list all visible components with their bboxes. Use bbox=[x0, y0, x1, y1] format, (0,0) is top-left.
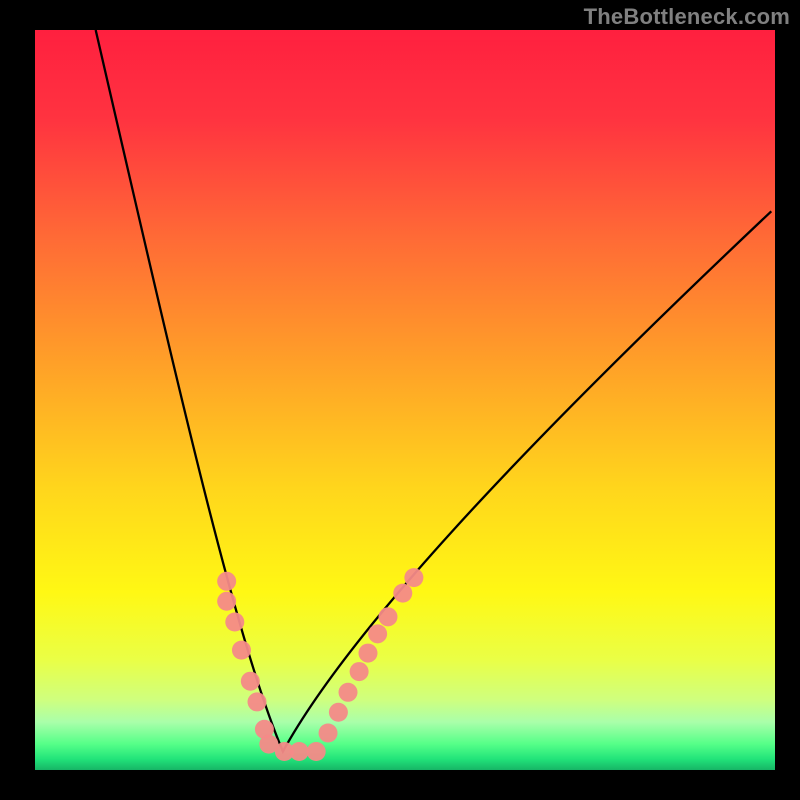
curve-marker bbox=[378, 607, 397, 626]
curve-marker bbox=[217, 572, 236, 591]
curve-marker bbox=[339, 683, 358, 702]
chart-canvas: TheBottleneck.com bbox=[0, 0, 800, 800]
curve-marker bbox=[241, 672, 260, 691]
curve-marker bbox=[329, 703, 348, 722]
curve-marker bbox=[248, 692, 267, 711]
curve-marker bbox=[404, 568, 423, 587]
curve-marker bbox=[393, 584, 412, 603]
curve-marker bbox=[307, 742, 326, 761]
plot-svg bbox=[0, 0, 800, 800]
plot-background bbox=[35, 30, 775, 770]
curve-marker bbox=[359, 644, 378, 663]
curve-marker bbox=[350, 662, 369, 681]
curve-marker bbox=[368, 624, 387, 643]
curve-marker bbox=[217, 592, 236, 611]
curve-marker bbox=[232, 641, 251, 660]
curve-marker bbox=[319, 724, 338, 743]
curve-marker bbox=[290, 742, 309, 761]
curve-marker bbox=[225, 613, 244, 632]
